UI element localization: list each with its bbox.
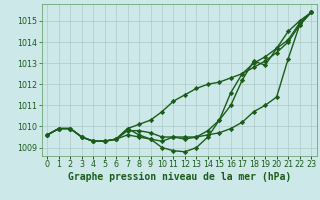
X-axis label: Graphe pression niveau de la mer (hPa): Graphe pression niveau de la mer (hPa) <box>68 172 291 182</box>
